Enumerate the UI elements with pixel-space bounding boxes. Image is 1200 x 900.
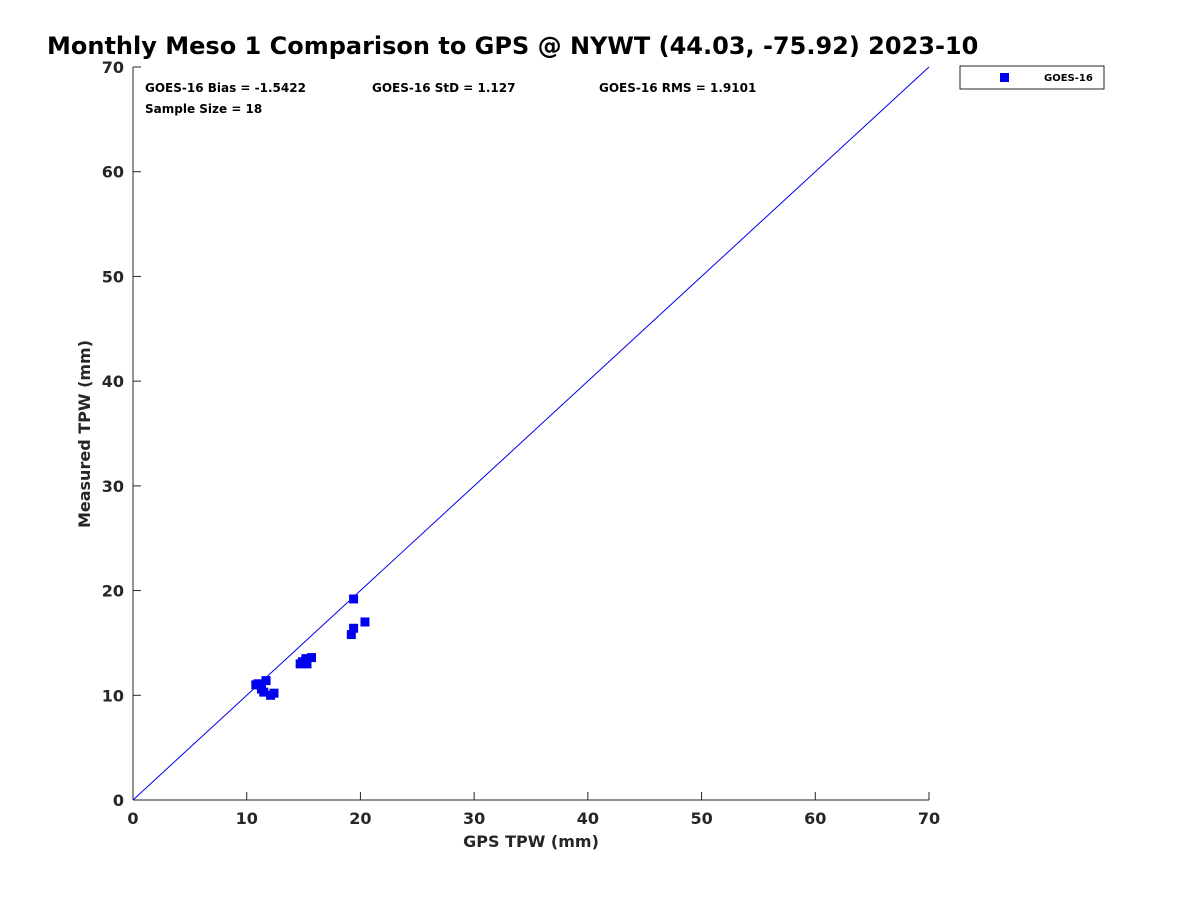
data-point xyxy=(253,679,263,689)
y-tick-label: 50 xyxy=(102,267,124,286)
y-tick-label: 70 xyxy=(102,58,124,77)
y-tick-label: 10 xyxy=(102,686,124,705)
y-tick-label: 20 xyxy=(102,582,124,601)
x-tick-label: 50 xyxy=(690,809,712,828)
legend[interactable]: GOES-16 xyxy=(959,65,1105,90)
data-point xyxy=(302,659,312,669)
bias-annotation: GOES-16 Bias = -1.5422 xyxy=(145,81,306,95)
x-axis-label: GPS TPW (mm) xyxy=(463,832,599,851)
data-point xyxy=(360,617,370,627)
y-axis-label: Measured TPW (mm) xyxy=(75,340,94,528)
data-point xyxy=(349,594,359,604)
data-point xyxy=(346,630,356,640)
x-tick-label: 30 xyxy=(463,809,485,828)
rms-annotation: GOES-16 RMS = 1.9101 xyxy=(599,81,756,95)
legend-label: GOES-16 xyxy=(1044,73,1093,84)
y-ticks: 0 10 20 30 40 50 60 70 xyxy=(102,58,141,810)
x-tick-label: 40 xyxy=(577,809,599,828)
x-tick-label: 10 xyxy=(236,809,258,828)
data-point xyxy=(297,657,307,667)
legend-box xyxy=(959,65,1105,90)
x-tick-label: 60 xyxy=(804,809,826,828)
data-point xyxy=(307,653,317,663)
std-annotation: GOES-16 StD = 1.127 xyxy=(372,81,515,95)
data-point xyxy=(261,676,271,686)
data-point xyxy=(269,688,279,698)
sample-size-annotation: Sample Size = 18 xyxy=(145,102,262,116)
one-to-one-reference-line xyxy=(132,66,930,801)
data-point xyxy=(259,687,269,697)
y-tick-label: 60 xyxy=(102,163,124,182)
x-tick-label: 0 xyxy=(127,809,138,828)
x-tick-label: 20 xyxy=(349,809,371,828)
y-tick-label: 30 xyxy=(102,477,124,496)
plot-frame xyxy=(132,67,929,801)
chart-title: Monthly Meso 1 Comparison to GPS @ NYWT … xyxy=(47,32,978,60)
y-tick-label: 0 xyxy=(113,791,124,810)
legend-marker xyxy=(1000,73,1009,82)
data-point xyxy=(349,623,359,633)
x-ticks: 0 10 20 30 40 50 60 70 xyxy=(127,792,940,828)
data-points xyxy=(251,594,370,700)
x-tick-label: 70 xyxy=(918,809,940,828)
y-tick-label: 40 xyxy=(102,372,124,391)
